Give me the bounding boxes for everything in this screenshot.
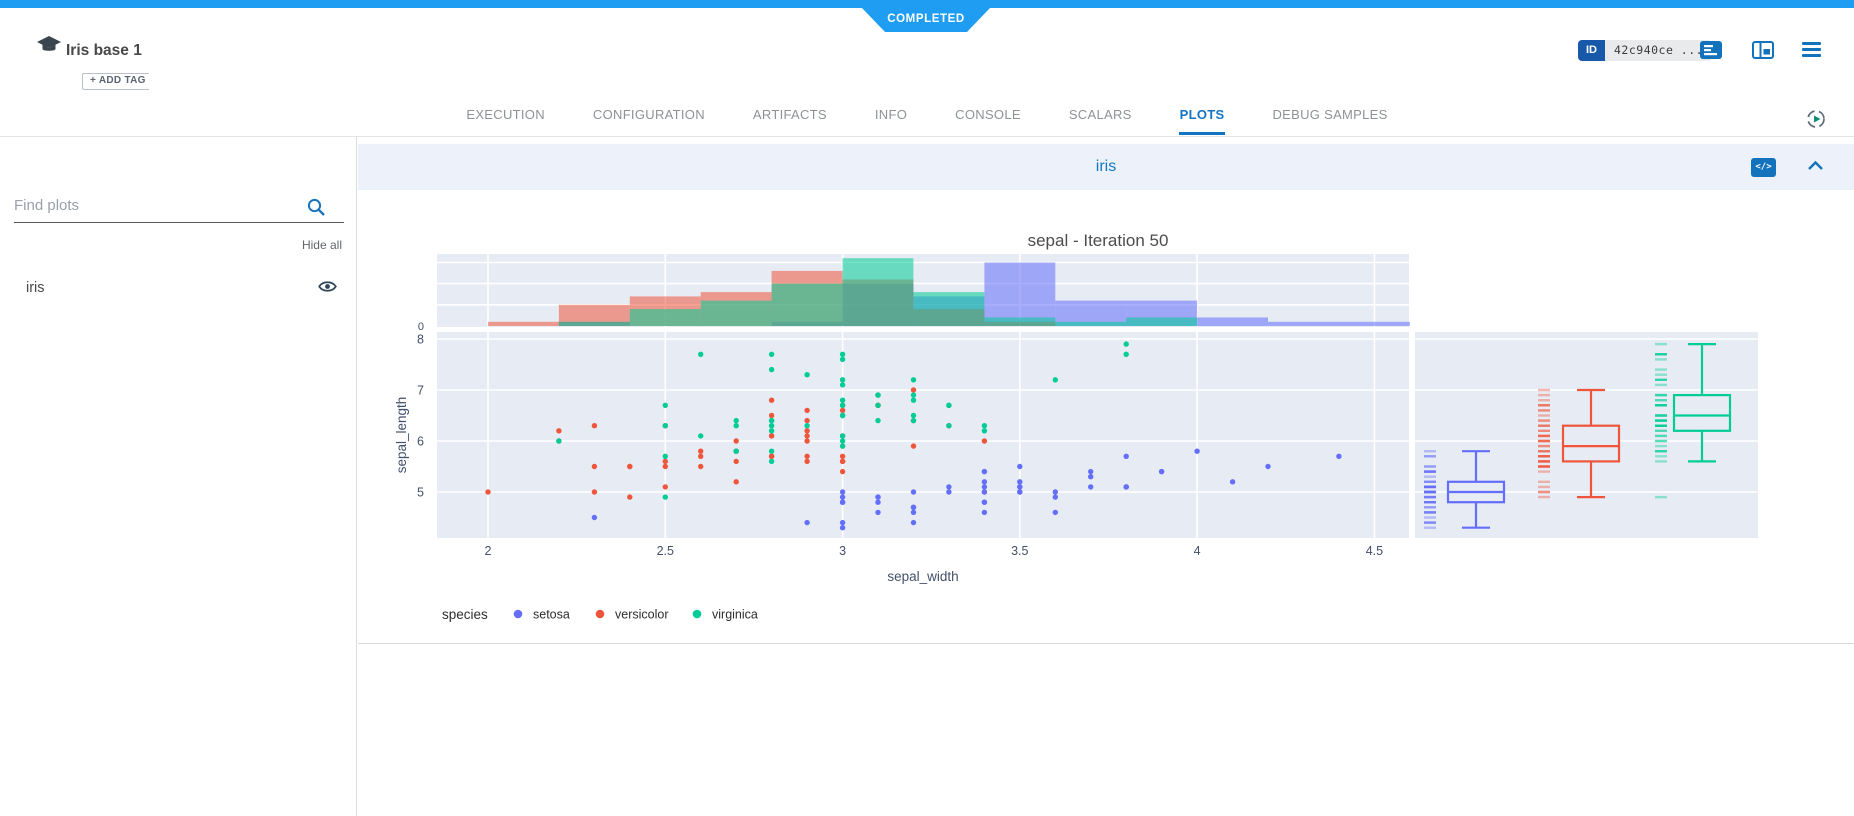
svg-text:sepal - Iteration 50: sepal - Iteration 50	[1028, 231, 1169, 250]
svg-text:4: 4	[1194, 544, 1201, 558]
plot-card-body: sepal - Iteration 50 2 2.5 3 3.5 4 4.5 5 6 7 8 0 sep…	[358, 190, 1854, 644]
embed-code-icon[interactable]: </>	[1751, 158, 1776, 177]
split-panel-icon[interactable]	[1752, 40, 1775, 60]
tab-console[interactable]: CONSOLE	[955, 107, 1021, 122]
search-input[interactable]	[14, 197, 294, 214]
tab-bar: EXECUTION CONFIGURATION ARTIFACTS INFO CONSO…	[0, 104, 1854, 137]
id-label: ID	[1578, 40, 1605, 61]
svg-text:8: 8	[417, 333, 424, 347]
svg-text:setosa: setosa	[533, 608, 570, 622]
search-underline	[14, 222, 344, 223]
svg-text:2.5: 2.5	[657, 544, 674, 558]
svg-text:versicolor: versicolor	[615, 608, 669, 622]
tab-artifacts[interactable]: ARTIFACTS	[752, 107, 827, 122]
page-title: Iris base 1	[66, 42, 142, 59]
menu-icon[interactable]	[1802, 42, 1821, 60]
status-badge: COMPLETED	[862, 8, 990, 32]
tab-plots[interactable]: PLOTS	[1178, 104, 1226, 135]
svg-text:virginica: virginica	[712, 608, 758, 622]
plot-list: iris	[0, 273, 357, 303]
header-divider	[0, 136, 1854, 137]
svg-text:6: 6	[417, 435, 424, 449]
eye-icon[interactable]	[318, 280, 337, 293]
tab-execution[interactable]: EXECUTION	[466, 107, 545, 122]
svg-text:sepal_length: sepal_length	[394, 397, 409, 474]
auto-refresh-icon[interactable]	[1805, 108, 1827, 130]
hide-all-button[interactable]: Hide all	[301, 238, 342, 252]
plot-item-label: iris	[26, 280, 45, 296]
plot-figure[interactable]: sepal - Iteration 50 2 2.5 3 3.5 4 4.5 5 6 7 8 0 sep…	[358, 190, 1854, 649]
svg-text:5: 5	[417, 486, 424, 500]
details-icon[interactable]	[1700, 40, 1723, 60]
search-icon[interactable]	[306, 197, 326, 217]
svg-text:7: 7	[417, 384, 424, 398]
svg-text:4.5: 4.5	[1366, 544, 1383, 558]
top-accent-bar	[0, 0, 1854, 8]
id-value: 42c940ce ...	[1605, 40, 1713, 61]
add-tag-button[interactable]: + ADD TAG	[82, 73, 149, 90]
svg-text:2: 2	[485, 544, 492, 558]
tab-configuration[interactable]: CONFIGURATION	[592, 107, 705, 122]
experiment-id[interactable]: ID 42c940ce ...	[1578, 40, 1713, 61]
plot-card-title: iris	[1095, 158, 1117, 175]
tabs: EXECUTION CONFIGURATION ARTIFACTS INFO CONSO…	[0, 104, 1854, 135]
plots-sidebar: Hide all iris	[0, 137, 357, 816]
svg-text:0: 0	[418, 321, 424, 333]
collapse-chevron-icon[interactable]	[1807, 160, 1824, 171]
svg-text:3: 3	[839, 544, 846, 558]
plot-list-item-iris[interactable]: iris	[0, 273, 357, 303]
svg-text:3.5: 3.5	[1011, 544, 1028, 558]
tab-info[interactable]: INFO	[874, 107, 908, 122]
svg-text:species: species	[442, 607, 488, 622]
experiment-logo-icon	[37, 36, 61, 51]
tab-scalars[interactable]: SCALARS	[1068, 107, 1132, 122]
svg-text:sepal_width: sepal_width	[887, 569, 958, 584]
plot-card-header: iris </>	[358, 144, 1854, 190]
tab-debug-samples[interactable]: DEBUG SAMPLES	[1272, 107, 1388, 122]
